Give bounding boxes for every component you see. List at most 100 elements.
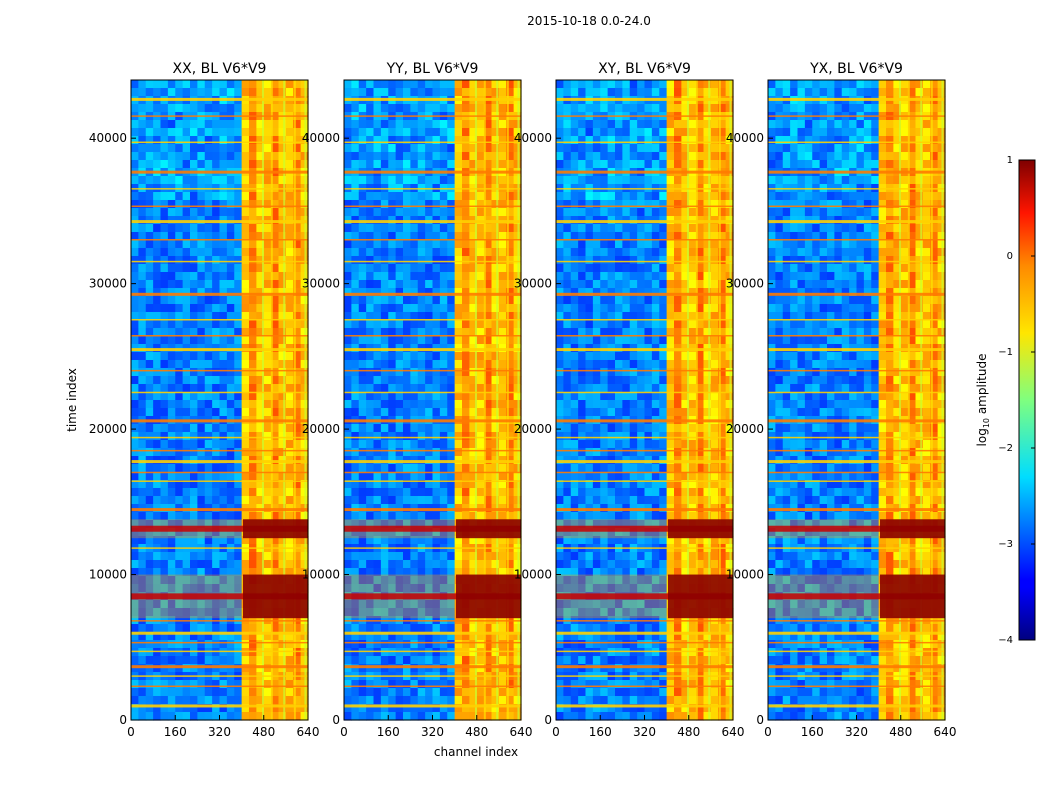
heatmap-cell [563,128,572,137]
heatmap-cell [417,608,426,617]
flagged-row [344,348,521,352]
heatmap-cell [432,256,441,265]
heatmap-cell [570,200,579,209]
heatmap-cell [256,360,265,369]
heatmap-cell [666,224,675,233]
heatmap-cell [145,688,154,697]
heatmap-cell [395,200,404,209]
heatmap-cell [659,408,668,417]
heatmap-cell [410,136,419,145]
heatmap-cell [175,552,184,561]
flagged-row [131,449,308,452]
heatmap-cell [563,288,572,297]
heatmap-cell [484,296,493,305]
heatmap-cell [131,288,139,297]
heatmap-cell [710,80,719,89]
heatmap-cell [563,360,572,369]
heatmap-cell [145,624,154,633]
heatmap-cell [271,176,280,185]
heatmap-cell [388,680,397,689]
heatmap-cell [197,144,206,153]
heatmap-cell [432,704,441,713]
heatmap-cell [417,664,426,673]
heatmap-cell [644,312,653,321]
heatmap-cell [410,360,419,369]
heatmap-cell [439,88,448,97]
heatmap-cell [212,328,221,337]
heatmap-cell [212,552,221,561]
heatmap-cell [366,136,375,145]
heatmap-cell [226,432,235,441]
heatmap-cell [651,352,660,361]
heatmap-cell [175,176,184,185]
heatmap-cell [703,144,712,153]
heatmap-cell [212,704,221,713]
heatmap-cell [718,312,727,321]
heatmap-cell [256,192,265,201]
heatmap-cell [256,368,265,377]
heatmap-cell [425,656,434,665]
heatmap-cell [175,336,184,345]
heatmap-cell [607,256,616,265]
heatmap-cell [182,608,191,617]
heatmap-cell [190,320,198,329]
heatmap-cell [212,320,221,329]
heatmap-cell [351,320,360,329]
heatmap-cell [674,368,682,377]
heatmap-cell [344,152,352,161]
heatmap-cell [432,520,441,529]
heatmap-cell [380,200,389,209]
heatmap-cell [570,120,579,129]
heatmap-cell [484,704,493,713]
heatmap-cell [659,336,668,345]
heatmap-cell [703,192,712,201]
heatmap-cell [344,304,352,313]
heatmap-cell [234,664,243,673]
heatmap-cell [498,160,507,169]
heatmap-cell [197,408,206,417]
heatmap-cell [145,480,154,489]
heatmap-cell [380,256,389,265]
heatmap-cell [615,80,623,89]
heatmap-cell [219,432,228,441]
heatmap-cell [190,392,198,401]
heatmap-cell [395,664,404,673]
heatmap-cell [592,360,601,369]
heatmap-cell [659,176,668,185]
heatmap-cell [447,528,456,537]
heatmap-cell [462,80,470,89]
heatmap-cell [615,264,623,273]
heatmap-cell [131,352,139,361]
heatmap-cell [592,160,601,169]
heatmap-cell [417,688,426,697]
heatmap-cell [454,224,463,233]
heatmap-cell [241,392,250,401]
heatmap-cell [285,304,294,313]
heatmap-cell [570,304,579,313]
heatmap-cell [138,648,147,657]
heatmap-cell [256,208,265,217]
heatmap-cell [403,320,411,329]
heatmap-cell [160,240,169,249]
heatmap-cell [358,536,367,545]
heatmap-cell [644,144,653,153]
heatmap-cell [425,128,434,137]
heatmap-cell [167,368,176,377]
heatmap-cell [498,648,507,657]
heatmap-cell [556,352,564,361]
heatmap-cell [388,232,397,241]
heatmap-cell [469,696,478,705]
heatmap-cell [212,208,221,217]
heatmap-cell [469,384,478,393]
heatmap-cell [592,232,601,241]
heatmap-cell [491,624,500,633]
heatmap-cell [476,632,485,641]
x-tick-label: 480 [252,725,275,739]
heatmap-cell [439,632,448,641]
heatmap-cell [600,240,609,249]
heatmap-cell [688,208,697,217]
heatmap-cell [506,664,515,673]
heatmap-cell [592,376,601,385]
heatmap-cell [696,352,705,361]
heatmap-cell [637,144,646,153]
